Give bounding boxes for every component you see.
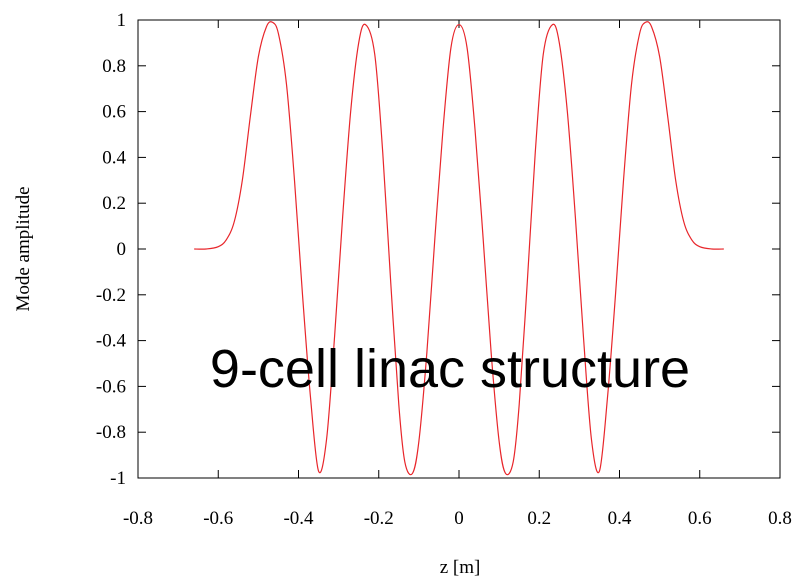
x-axis-ticks: -0.8 -0.6 -0.4 -0.2 0 0.2 0.4 0.6 0.8	[123, 20, 792, 529]
x-tick-label: 0.4	[608, 508, 632, 529]
x-tick-label: 0	[454, 508, 464, 529]
y-tick-label: -0.2	[96, 285, 126, 306]
y-tick-label: 0.4	[102, 147, 126, 168]
x-tick-label: 0.6	[688, 508, 712, 529]
y-tick-label: -0.6	[96, 376, 126, 397]
y-tick-label: 0.6	[102, 102, 126, 123]
y-axis-title: Mode amplitude	[13, 186, 34, 311]
y-tick-label: 0.2	[102, 193, 126, 214]
series-group	[194, 21, 724, 476]
y-tick-label: -0.8	[96, 422, 126, 443]
x-axis-title: z [m]	[440, 557, 481, 578]
mode-amplitude-line	[194, 21, 724, 476]
y-tick-label: 1	[117, 10, 127, 31]
x-tick-label: -0.8	[123, 508, 153, 529]
plot-axes	[137, 19, 781, 479]
x-tick-label: -0.2	[364, 508, 394, 529]
x-tick-label: -0.4	[283, 508, 314, 529]
y-tick-label: -1	[110, 468, 126, 489]
plot-frame	[137, 19, 781, 479]
x-tick-label: 0.8	[768, 508, 792, 529]
y-tick-label: 0.8	[102, 56, 126, 77]
chart-annotation: 9-cell linac structure	[210, 339, 690, 399]
y-axis-ticks: 1 0.8 0.6 0.4 0.2 0 -0.2 -0.4 -0.6 -0.8 -1	[96, 10, 780, 489]
y-tick-label: 0	[117, 239, 127, 260]
y-tick-label: -0.4	[96, 331, 127, 352]
x-tick-label: 0.2	[527, 508, 551, 529]
x-tick-label: -0.6	[203, 508, 233, 529]
